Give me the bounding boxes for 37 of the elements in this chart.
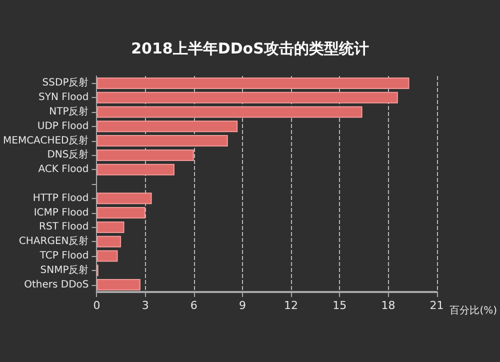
y-tick-label: DNS反射 <box>47 148 89 161</box>
bar <box>96 164 174 176</box>
y-tick-label: NTP反射 <box>49 106 89 118</box>
bar <box>96 207 146 219</box>
x-tick-label: 9 <box>238 299 246 312</box>
bar <box>96 106 362 118</box>
x-tick-label: 6 <box>190 299 198 312</box>
bar <box>96 279 140 291</box>
y-tick-label: TCP Flood <box>38 250 89 262</box>
y-tick-label: ICMP Flood <box>34 207 89 218</box>
x-axis-title: 百分比(%) <box>450 304 498 316</box>
y-tick-label: HTTP Flood <box>32 192 89 204</box>
bar <box>96 250 118 262</box>
bar <box>96 120 238 132</box>
y-tick-label: MEMCACHED反射 <box>2 134 89 146</box>
y-tick-label: SNMP反射 <box>40 264 89 276</box>
bar <box>96 192 152 204</box>
y-tick-label: RST Flood <box>39 222 89 233</box>
bar <box>96 135 228 147</box>
x-tick-label: 0 <box>93 299 100 312</box>
x-tick-label: 18 <box>381 299 396 312</box>
bar <box>96 236 122 248</box>
x-tick-label: 3 <box>142 299 149 312</box>
bar <box>96 92 398 104</box>
bar <box>96 149 194 161</box>
y-tick-label: SSDP反射 <box>42 76 89 89</box>
chart-title: 2018上半年DDoS攻击的类型统计 <box>131 40 369 58</box>
y-tick-label: SYN Flood <box>38 92 89 104</box>
x-tick-label: 15 <box>332 299 347 312</box>
bar <box>96 221 124 233</box>
x-tick-label: 12 <box>284 299 298 312</box>
y-tick-label: UDP Flood <box>37 120 89 132</box>
y-tick-label: ACK Flood <box>38 164 89 176</box>
bar <box>96 77 410 89</box>
x-tick-label: 21 <box>430 299 444 312</box>
y-tick-label: Others DDoS <box>24 279 89 290</box>
y-tick-label: CHARGEN反射 <box>18 235 89 248</box>
